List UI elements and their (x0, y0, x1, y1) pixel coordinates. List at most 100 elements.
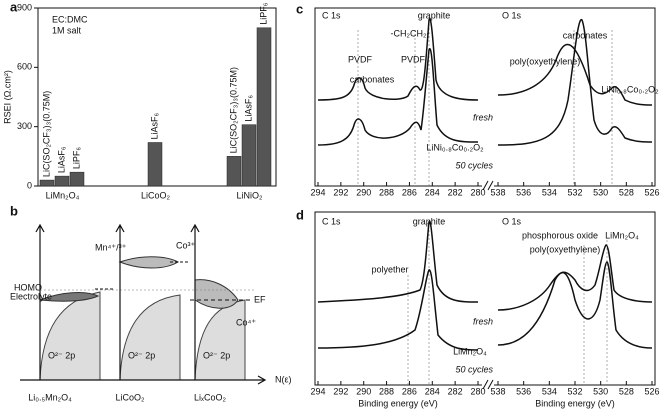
x-axis-label: Binding energy (eV) (358, 398, 438, 408)
y-axis-label: RSEI (Ω.cm²) (2, 70, 12, 124)
bar-label: LiAsF₆ (243, 95, 253, 122)
annotation: O²⁻ 2p (128, 350, 155, 360)
x-tick-label: 280 (470, 386, 485, 396)
annotation: carbonates (563, 30, 608, 40)
x-tick-label: LiMn₂O₄ (46, 190, 80, 200)
material-label: LiₓCoO₂ (194, 392, 226, 402)
x-tick-label: 290 (356, 386, 371, 396)
x-axis-label: Binding energy (eV) (535, 398, 615, 408)
annotation: EF (254, 294, 266, 304)
annotation: O²⁻ 2p (48, 350, 75, 360)
x-tick-label: 536 (516, 187, 531, 197)
x-tick-label: LiNiO₂ (237, 190, 264, 200)
annotation: phosphorous oxide (522, 230, 598, 240)
annotation: Co⁴⁺ (236, 317, 256, 327)
bar-label: LiC(SO₂CF₃)₃(0.75M) (228, 67, 238, 153)
section-title: O 1s (502, 10, 522, 20)
x-tick-label: 532 (567, 187, 582, 197)
curve-label: 50 cycles (455, 364, 493, 374)
section-title: C 1s (322, 10, 341, 20)
x-tick-label: 530 (593, 386, 608, 396)
annotation: graphite (418, 10, 451, 20)
annotation: EC:DMC (52, 14, 88, 24)
bar (147, 142, 163, 187)
bar-label: LiPF₆ (258, 2, 268, 25)
sample-label: LiMn₂O₄ (453, 346, 487, 356)
panel-label: b (10, 203, 18, 218)
annotation: Co³⁺ (176, 240, 196, 250)
x-tick-label: 286 (402, 187, 417, 197)
x-tick-label: 528 (619, 187, 634, 197)
x-tick-label: 536 (516, 386, 531, 396)
section-title: O 1s (502, 216, 522, 226)
panel-label: a (10, 0, 18, 14)
y-tick-label: 300 (17, 121, 32, 131)
x-tick-label: 292 (333, 386, 348, 396)
x-tick-label: 538 (490, 187, 505, 197)
bar (39, 179, 55, 187)
x-tick-label: 294 (310, 187, 325, 197)
section-title: C 1s (322, 216, 341, 226)
x-tick-label: 528 (619, 386, 634, 396)
annotation: polyether (371, 264, 408, 274)
bar (241, 124, 257, 187)
annotation: -CH₂CH₂- (391, 28, 430, 38)
x-tick-label: 526 (644, 187, 659, 197)
annotation: LiMn₂O₄ (605, 230, 639, 240)
x-tick-label: 284 (425, 187, 440, 197)
x-tick-label: 288 (379, 386, 394, 396)
bar-label: LiC(SO₂CF₃)₃(0.75M) (41, 91, 51, 177)
bar-label: LiAsF₆ (149, 112, 159, 139)
y-tick-label: 0 (27, 180, 32, 190)
bar-label: LiAsF₆ (56, 146, 66, 173)
x-tick-label: 290 (356, 187, 371, 197)
annotation: LiNi₀.₈Co₀.₂O₂ (601, 84, 659, 94)
spectra (314, 211, 656, 390)
bar (69, 171, 85, 187)
x-tick-label: 284 (425, 386, 440, 396)
x-tick-label: 526 (644, 386, 659, 396)
x-tick-label: 286 (402, 386, 417, 396)
annotation: carbonates (350, 74, 395, 84)
x-tick-label: 282 (448, 386, 463, 396)
x-tick-label: 534 (542, 386, 557, 396)
y-tick-label: 900 (17, 2, 32, 12)
y-tick-label: 600 (17, 62, 32, 72)
annotation: 1M salt (52, 25, 82, 35)
sample-label: LiNi₀.₈Co₀.₂O₂ (426, 142, 484, 152)
annotation: HOMO (14, 282, 42, 292)
annotation: poly(oxyethylene) (530, 244, 601, 254)
band-diagram (20, 223, 267, 385)
x-tick-label: LiCoO₂ (141, 190, 171, 200)
x-tick-label: 532 (567, 386, 582, 396)
x-tick-label: 282 (448, 187, 463, 197)
curve-label: 50 cycles (455, 160, 493, 170)
annotation: O²⁻ 2p (203, 350, 230, 360)
x-tick-label: 288 (379, 187, 394, 197)
material-label: Li₀.₅Mn₂O₄ (28, 392, 72, 402)
bar (54, 175, 70, 187)
material-label: LiCoO₂ (115, 392, 145, 402)
annotation: poly(oxyethylene) (510, 56, 581, 66)
x-tick-label: 530 (593, 187, 608, 197)
annotation: PVDF (348, 54, 373, 64)
x-tick-label: 534 (542, 187, 557, 197)
panel-label: c (296, 1, 303, 16)
spectra (314, 7, 656, 191)
bar (256, 27, 272, 187)
annotation: Mn⁴⁺/³⁺ (95, 242, 127, 252)
annotation: Electrolyte (10, 291, 52, 301)
x-tick-label: 294 (310, 386, 325, 396)
x-tick-label: 292 (333, 187, 348, 197)
annotation: graphite (413, 216, 446, 226)
axis-label: N(ε) (275, 374, 292, 384)
curve-label: fresh (473, 112, 493, 122)
annotation: PVDF (401, 54, 426, 64)
bar (226, 156, 242, 187)
x-tick-label: 538 (490, 386, 505, 396)
x-tick-label: 280 (470, 187, 485, 197)
bar-label: LiPF₆ (71, 147, 81, 170)
panel-label: d (296, 207, 304, 222)
curve-label: fresh (473, 316, 493, 326)
